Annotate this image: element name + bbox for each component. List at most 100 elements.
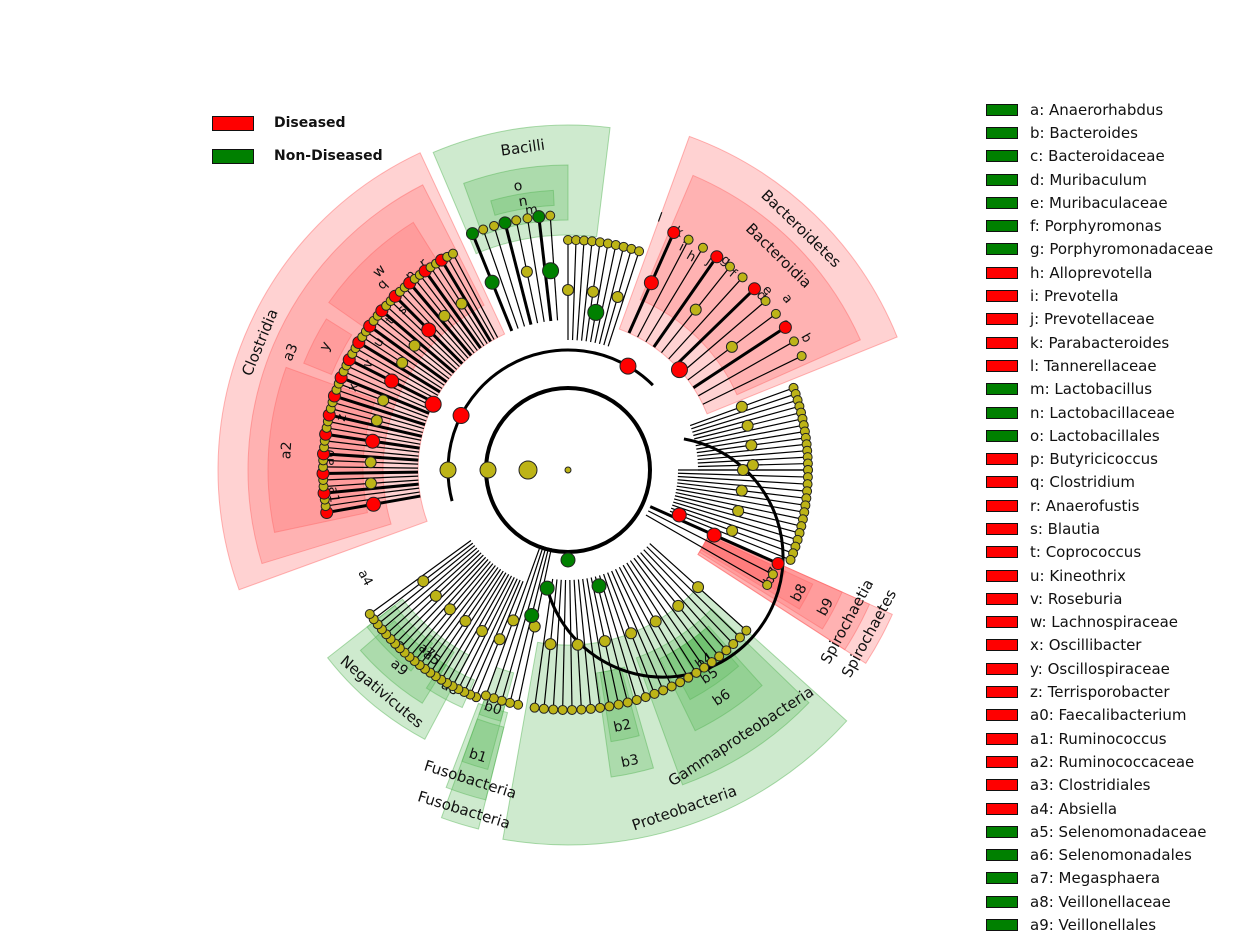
taxa-legend-swatch bbox=[986, 709, 1018, 722]
clade-label: b3 bbox=[620, 752, 641, 771]
taxon-node bbox=[364, 477, 377, 490]
tree-edge bbox=[586, 578, 610, 707]
taxon-node bbox=[667, 225, 681, 239]
taxon-node bbox=[721, 645, 732, 656]
tree-edge bbox=[640, 552, 727, 651]
tree-edge bbox=[692, 399, 798, 433]
taxa-legend-label: n: Lactobacillaceae bbox=[1030, 403, 1175, 422]
taxa-legend-item: i: Prevotella bbox=[986, 284, 1213, 307]
clade-letter: a4 bbox=[354, 567, 375, 588]
taxon-node bbox=[365, 433, 381, 449]
tree-edge bbox=[355, 347, 439, 396]
taxon-node bbox=[613, 699, 624, 710]
taxon-node bbox=[666, 681, 677, 692]
taxa-legend-item: a9: Veillonellales bbox=[986, 913, 1213, 936]
taxon-node bbox=[649, 615, 662, 628]
taxa-legend-label: x: Oscillibacter bbox=[1030, 636, 1142, 655]
taxa-legend-swatch bbox=[986, 686, 1018, 699]
tree-edge bbox=[697, 450, 808, 461]
taxa-legend-label: j: Prevotellaceae bbox=[1030, 310, 1155, 329]
taxon-node bbox=[683, 234, 694, 245]
tree-edge bbox=[324, 487, 420, 501]
taxon-node bbox=[576, 704, 587, 715]
group-legend-non-diseased: Non-Diseased bbox=[212, 145, 383, 167]
taxa-legend-item: a0: Faecalibacterium bbox=[986, 704, 1213, 727]
tree-edge bbox=[646, 546, 741, 638]
taxa-legend-item: s: Blautia bbox=[986, 517, 1213, 540]
tree-edge bbox=[385, 305, 458, 370]
taxa-legend-label: a8: Veillonellaceae bbox=[1030, 892, 1171, 911]
taxa-legend-item: a4: Absiella bbox=[986, 797, 1213, 820]
taxa-legend-item: t: Coprococcus bbox=[986, 541, 1213, 564]
taxa-legend-swatch bbox=[986, 476, 1018, 489]
taxa-legend-label: e: Muribaculaceae bbox=[1030, 193, 1168, 212]
tree-edge bbox=[503, 222, 533, 326]
taxa-legend-swatch bbox=[986, 499, 1018, 512]
clade-node bbox=[564, 466, 572, 474]
clade-node bbox=[670, 361, 688, 379]
tree-nodes bbox=[316, 210, 813, 715]
taxa-legend-item: n: Lactobacillaceae bbox=[986, 401, 1213, 424]
tree-edge bbox=[645, 247, 704, 343]
taxa-legend-label: w: Lachnospiraceae bbox=[1030, 613, 1179, 632]
taxa-legend-swatch bbox=[986, 103, 1018, 116]
taxa-legend-label: z: Terrisporobacter bbox=[1030, 683, 1170, 702]
taxon-node bbox=[691, 667, 702, 678]
taxa-legend-label: a1: Ruminococcus bbox=[1030, 729, 1167, 748]
taxon-node bbox=[364, 456, 377, 469]
taxon-node bbox=[544, 638, 557, 651]
clade-sector bbox=[303, 318, 353, 376]
taxa-legend-item: b: Bacteroides bbox=[986, 121, 1213, 144]
clade-sector bbox=[618, 135, 898, 415]
clade-node bbox=[591, 578, 607, 594]
taxon-node bbox=[548, 704, 559, 715]
taxon-node bbox=[384, 373, 400, 389]
tree-edge bbox=[647, 510, 774, 575]
clade-node bbox=[560, 552, 576, 568]
taxa-legend-swatch bbox=[986, 592, 1018, 605]
taxon-node bbox=[788, 336, 799, 347]
tree-edge bbox=[594, 576, 629, 703]
clade-node bbox=[524, 608, 540, 624]
taxon-node bbox=[396, 356, 409, 369]
taxon-node bbox=[770, 308, 781, 319]
taxa-legend-label: b: Bacteroides bbox=[1030, 123, 1138, 142]
tree-edge bbox=[677, 475, 808, 485]
group-legend-diseased: Diseased bbox=[212, 112, 383, 134]
tree-edge bbox=[603, 573, 647, 698]
taxon-node bbox=[370, 414, 383, 427]
tree-edge bbox=[501, 546, 547, 701]
taxon-node bbox=[747, 282, 761, 296]
taxa-legend-swatch bbox=[986, 919, 1018, 932]
clade-letter: l bbox=[655, 210, 664, 225]
tree-edge bbox=[598, 575, 638, 701]
taxa-legend-item: f: Porphyromonas bbox=[986, 214, 1213, 237]
taxa-legend-label: y: Oscillospiraceae bbox=[1030, 659, 1170, 678]
taxon-node bbox=[493, 633, 506, 646]
tree-edge bbox=[323, 470, 419, 475]
tree-edge bbox=[368, 324, 448, 384]
taxon-node bbox=[771, 557, 785, 571]
taxon-node bbox=[507, 614, 520, 627]
tree-edge bbox=[673, 501, 798, 541]
tree-edge bbox=[333, 394, 426, 427]
taxa-legend-item: y: Oscillospiraceae bbox=[986, 657, 1213, 680]
taxa-legend-label: a7: Megasphaera bbox=[1030, 869, 1161, 888]
tree-edge bbox=[419, 565, 496, 666]
taxa-legend-label: g: Porphyromonadaceae bbox=[1030, 240, 1214, 259]
taxa-legend-swatch bbox=[986, 406, 1018, 419]
taxa-legend-swatch bbox=[986, 313, 1018, 326]
taxon-node bbox=[459, 614, 472, 627]
taxa-legend-label: t: Coprococcus bbox=[1030, 543, 1142, 562]
taxon-node bbox=[443, 603, 456, 616]
taxa-legend-swatch bbox=[986, 639, 1018, 652]
taxon-node bbox=[745, 439, 758, 452]
tree-edge bbox=[571, 240, 577, 341]
taxa-legend-swatch bbox=[986, 546, 1018, 559]
taxon-node bbox=[571, 638, 584, 651]
clade-letter: i bbox=[676, 240, 686, 255]
taxa-legend-item: e: Muribaculaceae bbox=[986, 191, 1213, 214]
taxon-node bbox=[737, 272, 748, 283]
taxa-legend-item: a3: Clostridiales bbox=[986, 774, 1213, 797]
taxa-legend-swatch bbox=[986, 849, 1018, 862]
